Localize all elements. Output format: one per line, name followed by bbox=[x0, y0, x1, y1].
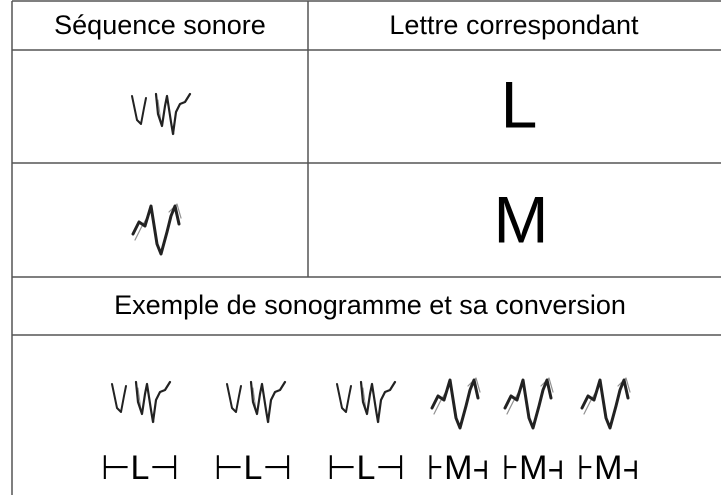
sonogram-l bbox=[130, 92, 192, 136]
sonogram-m bbox=[580, 376, 632, 430]
sonogram-l bbox=[225, 380, 287, 424]
sonogram-m bbox=[430, 376, 482, 430]
letter: M bbox=[494, 182, 549, 256]
conversion-label: ⊢L⊣ bbox=[327, 449, 405, 487]
conversion-label: ⊢L⊣ bbox=[214, 449, 292, 487]
conversion-label: ⊦M⫞ bbox=[501, 449, 564, 487]
column-header: Séquence sonore bbox=[54, 10, 266, 40]
letter: L bbox=[501, 67, 538, 141]
sonogram-l bbox=[110, 380, 172, 424]
conversion-label: ⊦M⫞ bbox=[426, 449, 489, 487]
sonogram-m bbox=[503, 376, 555, 430]
sonogram-l bbox=[335, 380, 397, 424]
conversion-label: ⊦M⫞ bbox=[576, 449, 639, 487]
column-header: Lettre correspondant bbox=[389, 10, 639, 40]
example-title: Exemple de sonogramme et sa conversion bbox=[114, 290, 626, 320]
conversion-label: ⊢L⊣ bbox=[101, 449, 179, 487]
sonogram-m bbox=[131, 202, 183, 256]
